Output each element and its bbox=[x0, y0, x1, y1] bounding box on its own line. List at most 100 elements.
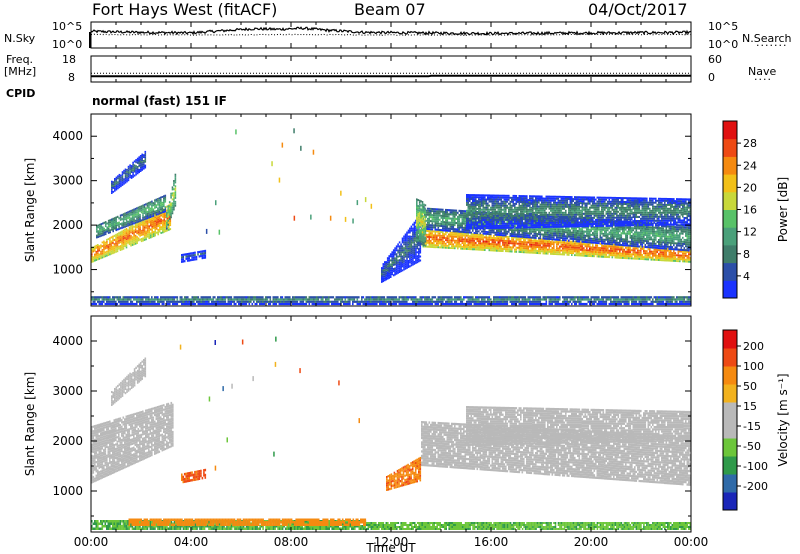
data-cell bbox=[473, 227, 476, 230]
data-cell bbox=[661, 233, 663, 236]
data-cell bbox=[154, 222, 156, 225]
data-cell bbox=[617, 256, 620, 259]
data-cell bbox=[457, 230, 459, 233]
data-cell bbox=[164, 200, 167, 203]
data-cell bbox=[640, 245, 642, 248]
data-cell bbox=[538, 246, 540, 249]
data-cell bbox=[511, 236, 513, 239]
data-cell bbox=[451, 241, 453, 244]
data-cell bbox=[521, 249, 524, 252]
data-cell bbox=[631, 257, 633, 260]
data-cell bbox=[132, 161, 134, 164]
data-cell bbox=[512, 233, 515, 236]
data-cell bbox=[628, 244, 630, 247]
data-cell bbox=[455, 228, 458, 231]
data-cell bbox=[436, 214, 438, 217]
data-cell bbox=[166, 215, 168, 218]
data-cell bbox=[161, 223, 164, 226]
data-cell bbox=[526, 203, 528, 205]
data-cell bbox=[469, 248, 471, 251]
data-cell bbox=[643, 252, 645, 255]
data-cell bbox=[134, 207, 137, 210]
data-cell bbox=[541, 229, 543, 232]
data-cell bbox=[442, 229, 444, 232]
data-cell bbox=[488, 225, 491, 227]
data-cell bbox=[469, 219, 471, 222]
data-cell bbox=[478, 194, 480, 197]
data-cell bbox=[493, 220, 495, 223]
data-cell bbox=[136, 238, 138, 241]
data-cell bbox=[524, 241, 527, 244]
data-cell bbox=[134, 242, 137, 245]
data-cell bbox=[556, 230, 558, 233]
data-cell bbox=[622, 246, 624, 249]
data-cell bbox=[511, 198, 513, 201]
data-cell bbox=[440, 223, 443, 225]
data-cell bbox=[92, 250, 95, 253]
data-cell bbox=[437, 240, 440, 243]
data-cell bbox=[563, 251, 566, 254]
data-cell bbox=[581, 254, 584, 257]
data-cell bbox=[455, 243, 458, 246]
data-cell bbox=[622, 226, 624, 229]
data-cell bbox=[622, 230, 624, 233]
data-cell bbox=[641, 231, 644, 234]
data-cell bbox=[532, 247, 534, 250]
data-cell bbox=[643, 258, 645, 261]
data-cell bbox=[604, 255, 606, 258]
data-cell bbox=[604, 245, 606, 248]
data-cell bbox=[649, 250, 651, 253]
data-cell bbox=[533, 247, 536, 250]
data-cell bbox=[520, 220, 522, 223]
data-cell bbox=[460, 247, 462, 250]
data-cell bbox=[146, 231, 149, 234]
data-cell bbox=[512, 218, 515, 221]
data-cell bbox=[592, 232, 594, 234]
data-cell bbox=[470, 198, 473, 200]
data-cell bbox=[577, 254, 579, 257]
data-cell bbox=[154, 201, 156, 204]
data-cell bbox=[565, 251, 567, 254]
data-cell bbox=[637, 227, 639, 230]
data-cell bbox=[115, 236, 117, 239]
data-cell bbox=[529, 228, 531, 231]
data-cell bbox=[593, 230, 596, 233]
data-cell bbox=[547, 219, 549, 222]
data-cell bbox=[104, 255, 107, 258]
data-cell bbox=[99, 229, 101, 232]
data-cell bbox=[602, 255, 605, 258]
data-cell bbox=[161, 213, 164, 216]
data-cell bbox=[659, 257, 662, 260]
data-cell bbox=[461, 218, 464, 221]
data-cell bbox=[515, 238, 518, 241]
data-cell bbox=[592, 246, 594, 249]
data-cell bbox=[127, 213, 129, 215]
data-cell bbox=[157, 214, 159, 217]
data-cell bbox=[541, 233, 543, 236]
data-cell bbox=[497, 235, 500, 238]
data-cell bbox=[157, 222, 159, 225]
data-cell bbox=[485, 221, 488, 223]
data-cell bbox=[118, 173, 121, 176]
data-cell bbox=[478, 235, 480, 238]
data-cell bbox=[113, 247, 116, 250]
data-cell bbox=[481, 221, 483, 224]
data-cell bbox=[494, 212, 497, 215]
data-cell bbox=[449, 231, 452, 234]
data-cell bbox=[619, 234, 621, 237]
data-cell bbox=[430, 210, 432, 212]
data-cell bbox=[686, 233, 689, 235]
data-cell bbox=[599, 253, 602, 256]
data-cell bbox=[469, 198, 471, 200]
data-cell bbox=[103, 254, 105, 256]
data-cell bbox=[583, 240, 585, 243]
data-cell bbox=[659, 229, 662, 232]
data-cell bbox=[130, 167, 133, 169]
data-cell bbox=[679, 254, 681, 257]
data-cell bbox=[500, 202, 503, 205]
data-cell bbox=[566, 227, 569, 230]
data-cell bbox=[656, 258, 659, 261]
data-cell bbox=[662, 253, 665, 256]
data-cell bbox=[524, 239, 527, 242]
data-cell bbox=[428, 230, 431, 233]
